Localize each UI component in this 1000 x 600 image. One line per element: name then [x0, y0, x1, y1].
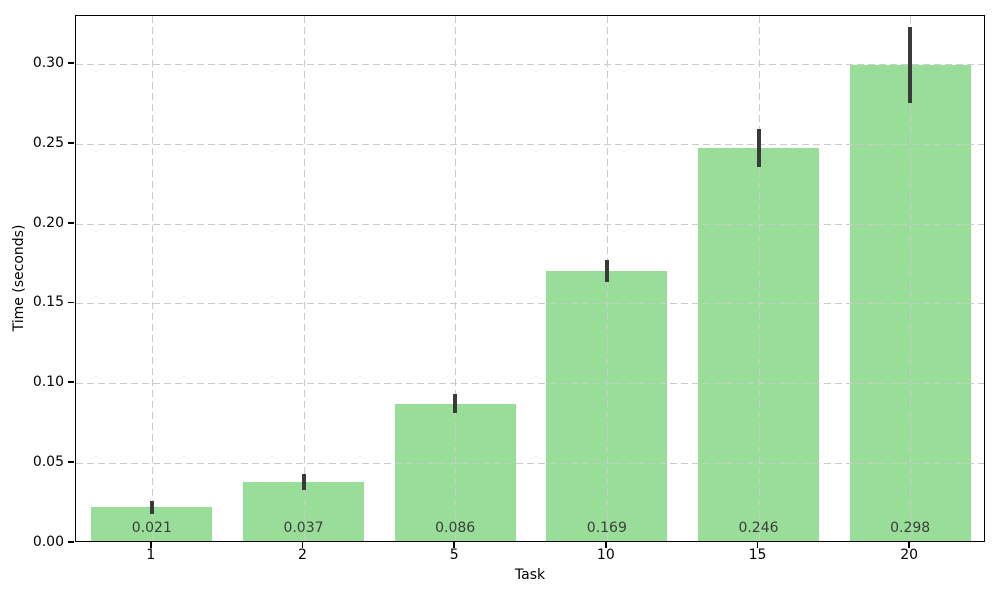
bar-value-label: 0.086 [435, 520, 476, 536]
error-bar [301, 473, 306, 490]
x-tick-label: 15 [748, 547, 767, 563]
x-tick-mark [149, 542, 152, 548]
y-tick-label: 0.30 [32, 54, 64, 71]
bar-value-label: 0.169 [586, 520, 627, 536]
v-gridline [303, 16, 305, 541]
bar-value-label: 0.246 [738, 520, 779, 536]
h-gridline [76, 143, 984, 145]
bar-value-label: 0.298 [890, 520, 931, 536]
h-gridline [76, 303, 984, 305]
y-axis-label: Time (seconds) [11, 224, 27, 332]
x-tick-mark [453, 542, 456, 548]
y-tick-mark [68, 141, 74, 144]
h-gridline [76, 383, 984, 385]
x-tick-mark [756, 542, 759, 548]
y-tick-mark [68, 221, 74, 224]
y-tick-mark [68, 461, 74, 464]
y-tick-label: 0.00 [32, 534, 64, 550]
x-tick-label: 20 [900, 547, 919, 563]
error-bar [149, 501, 154, 514]
error-bar [453, 394, 458, 414]
h-gridline [76, 63, 984, 65]
x-tick-label: 5 [449, 547, 459, 563]
h-gridline [76, 463, 984, 465]
x-tick-mark [301, 542, 304, 548]
error-bar [604, 259, 609, 283]
x-tick-label: 2 [298, 547, 307, 563]
x-tick-label: 10 [596, 547, 615, 563]
y-tick-label: 0.10 [32, 374, 64, 391]
y-tick-mark [68, 301, 74, 304]
y-tick-mark [68, 62, 74, 64]
bar-value-label: 0.037 [283, 520, 324, 536]
error-bar [756, 129, 761, 168]
x-tick-label: 1 [146, 547, 156, 563]
v-gridline [758, 16, 760, 541]
bar [546, 271, 668, 541]
y-tick-label: 0.25 [32, 134, 64, 151]
v-gridline [910, 16, 912, 541]
h-gridline [76, 223, 984, 225]
x-tick-mark [908, 542, 911, 548]
y-tick-mark [68, 541, 74, 543]
v-gridline [151, 16, 153, 541]
v-gridline [455, 16, 457, 541]
error-bar [908, 26, 913, 104]
bar [697, 148, 820, 541]
y-tick-mark [68, 381, 74, 384]
x-tick-mark [604, 542, 607, 548]
x-axis-label: Task [514, 567, 546, 583]
y-tick-label: 0.15 [32, 294, 64, 311]
plot-area: 0.021 0.037 0.086 0.169 0.246 0.298 [75, 15, 985, 542]
bar [242, 481, 365, 541]
y-tick-label: 0.20 [32, 214, 64, 231]
y-tick-label: 0.05 [32, 454, 64, 471]
bar-value-label: 0.021 [131, 520, 172, 536]
